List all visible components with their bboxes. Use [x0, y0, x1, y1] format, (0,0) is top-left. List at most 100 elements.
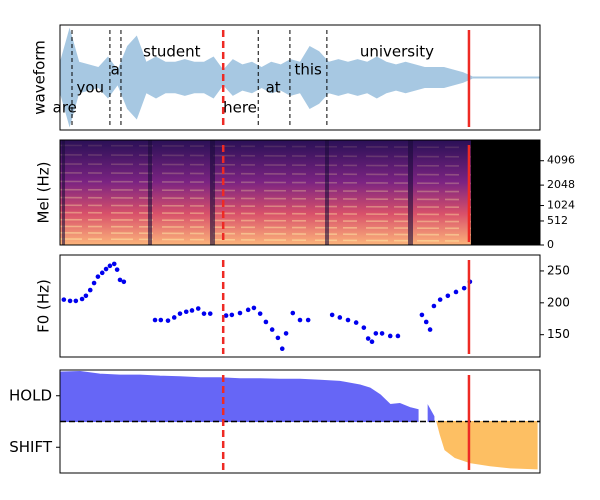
f0-point	[279, 346, 285, 352]
y-tick-label: 512	[547, 214, 568, 227]
f0-point	[223, 313, 229, 318]
f0-point	[79, 296, 85, 302]
f0-point	[283, 331, 289, 336]
y-tick-label: 1024	[547, 199, 575, 212]
panel-frame	[59, 24, 541, 131]
y-axis-label: waveform	[31, 40, 49, 115]
word-label: here	[223, 99, 257, 117]
f0-point	[171, 315, 177, 320]
f0-point	[423, 319, 429, 325]
f0-point	[337, 315, 343, 320]
y-tick-label: 200	[547, 295, 570, 309]
y-tick-label: 0	[547, 238, 554, 251]
harmonic	[60, 196, 471, 201]
y-tick-label: 4096	[547, 154, 575, 167]
y-tick-label: HOLD	[9, 386, 52, 404]
f0-point	[201, 311, 207, 316]
f0-point	[117, 277, 123, 283]
f0-point	[67, 298, 73, 304]
f0-point	[305, 317, 311, 323]
word-label: are	[53, 99, 77, 117]
y-axis-label: F0 (Hz)	[35, 279, 53, 333]
probability-area	[427, 404, 435, 422]
word-label: you	[76, 79, 104, 97]
f0-point	[195, 306, 201, 311]
f0-point	[251, 305, 257, 311]
f0-point	[99, 270, 105, 276]
y-tick-label: 250	[547, 263, 570, 277]
panel-frame	[59, 369, 541, 474]
f0-point	[387, 333, 393, 339]
f0-point	[165, 318, 171, 323]
f0-point	[237, 310, 243, 316]
f0-point	[437, 297, 443, 302]
f0-point	[111, 261, 117, 267]
word-label: this	[294, 61, 322, 79]
f0-point	[152, 317, 158, 323]
f0-point	[207, 311, 213, 316]
harmonic	[60, 144, 471, 149]
f0-point	[345, 317, 351, 323]
f0-point	[353, 320, 359, 325]
harmonic	[60, 180, 471, 185]
word-label: a	[111, 61, 120, 79]
f0-point	[275, 335, 281, 341]
f0-point	[379, 331, 385, 336]
harmonic	[60, 204, 471, 209]
f0-point	[158, 317, 164, 323]
probability-area	[436, 421, 538, 470]
f0-point	[114, 267, 120, 272]
f0-point	[177, 311, 183, 316]
f0-point	[183, 309, 189, 315]
word-label: student	[143, 43, 200, 61]
f0-point	[395, 333, 401, 339]
f0-point	[61, 297, 67, 302]
harmonic	[60, 172, 471, 176]
spectrogram	[60, 136, 540, 245]
y-axis-label: Mel (Hz)	[35, 162, 53, 224]
harmonic	[60, 225, 471, 230]
f0-point	[369, 339, 375, 345]
waveform-envelope	[60, 27, 473, 128]
harmonic	[60, 136, 471, 138]
silence-band	[148, 140, 152, 245]
f0-point	[269, 327, 275, 332]
f0-point	[329, 312, 335, 318]
y-tick-label: 2048	[547, 178, 575, 191]
f0-point	[290, 310, 296, 316]
f0-point	[189, 308, 195, 313]
f0-point	[121, 279, 127, 285]
f0-point	[461, 285, 467, 291]
f0-point	[453, 289, 459, 295]
word-label: at	[266, 79, 281, 97]
f0-point	[83, 293, 89, 299]
silence-band	[408, 140, 413, 245]
panel-frame	[59, 139, 541, 246]
harmonic	[60, 232, 471, 236]
f0-point	[245, 307, 251, 313]
f0-point	[297, 317, 303, 323]
f0-point	[445, 293, 451, 299]
y-tick-label: 150	[547, 327, 570, 341]
f0-point	[427, 327, 433, 332]
harmonic	[60, 211, 471, 216]
harmonic	[60, 218, 471, 223]
silence-band	[62, 140, 65, 245]
f0-point	[103, 266, 109, 272]
y-tick-label: SHIFT	[9, 438, 53, 456]
harmonic	[60, 163, 471, 167]
f0-point	[361, 325, 367, 330]
probability-area	[59, 371, 419, 422]
silence-band	[210, 140, 215, 245]
f0-point	[95, 274, 101, 279]
f0-point	[263, 319, 269, 325]
f0-point	[373, 331, 379, 336]
f0-point	[107, 263, 113, 269]
harmonic	[60, 238, 471, 242]
f0-point	[257, 311, 263, 316]
f0-point	[419, 312, 425, 318]
f0-point	[431, 303, 437, 309]
f0-point	[229, 312, 235, 318]
harmonic	[60, 188, 471, 193]
